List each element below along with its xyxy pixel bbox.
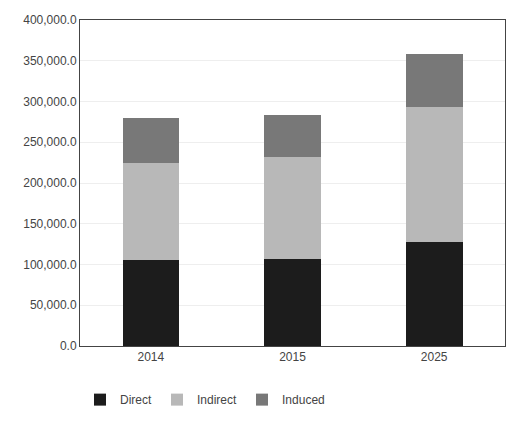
svg-text:Induced: Induced bbox=[282, 393, 325, 407]
svg-text:250,000.0: 250,000.0 bbox=[23, 135, 77, 149]
svg-text:150,000.0: 150,000.0 bbox=[23, 217, 77, 231]
svg-text:350,000.0: 350,000.0 bbox=[23, 54, 77, 68]
svg-text:400,000.0: 400,000.0 bbox=[23, 13, 77, 27]
svg-text:2014: 2014 bbox=[137, 350, 164, 364]
svg-text:200,000.0: 200,000.0 bbox=[23, 176, 77, 190]
svg-text:0.0: 0.0 bbox=[60, 339, 77, 353]
svg-text:2025: 2025 bbox=[421, 350, 448, 364]
svg-text:2015: 2015 bbox=[279, 350, 306, 364]
svg-text:50,000.0: 50,000.0 bbox=[30, 298, 77, 312]
svg-text:Direct: Direct bbox=[120, 393, 152, 407]
svg-text:100,000.0: 100,000.0 bbox=[23, 258, 77, 272]
svg-text:300,000.0: 300,000.0 bbox=[23, 95, 77, 109]
svg-text:Indirect: Indirect bbox=[197, 393, 237, 407]
